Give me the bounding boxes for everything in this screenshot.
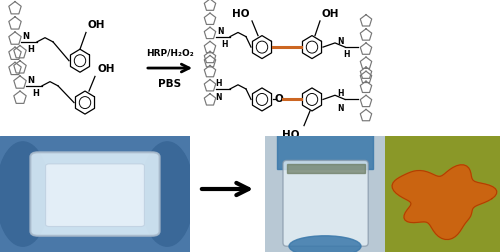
Text: O: O (274, 94, 283, 104)
Bar (286, 164, 364, 173)
Text: H: H (343, 50, 349, 59)
Text: OH: OH (97, 64, 114, 74)
Text: N: N (217, 27, 223, 36)
Text: H: H (28, 45, 34, 54)
Ellipse shape (289, 236, 361, 252)
Text: HRP/H₂O₂: HRP/H₂O₂ (146, 49, 194, 57)
Text: OH: OH (88, 20, 106, 30)
Text: PBS: PBS (158, 79, 182, 88)
Text: HO: HO (282, 130, 300, 140)
Ellipse shape (0, 142, 50, 246)
Text: N: N (216, 93, 222, 102)
FancyBboxPatch shape (283, 161, 368, 246)
Text: H: H (32, 89, 40, 98)
Polygon shape (392, 165, 496, 239)
Text: N: N (337, 104, 343, 113)
Bar (277, 134, 373, 169)
Text: N: N (28, 76, 34, 85)
FancyBboxPatch shape (30, 152, 160, 236)
FancyBboxPatch shape (46, 164, 144, 227)
Ellipse shape (140, 142, 194, 246)
Text: H: H (216, 79, 222, 88)
Text: H: H (222, 40, 228, 49)
Text: OH: OH (321, 9, 338, 19)
Text: HO: HO (232, 9, 250, 19)
Text: N: N (337, 37, 343, 46)
Text: H: H (337, 89, 343, 98)
Text: N: N (22, 32, 30, 41)
